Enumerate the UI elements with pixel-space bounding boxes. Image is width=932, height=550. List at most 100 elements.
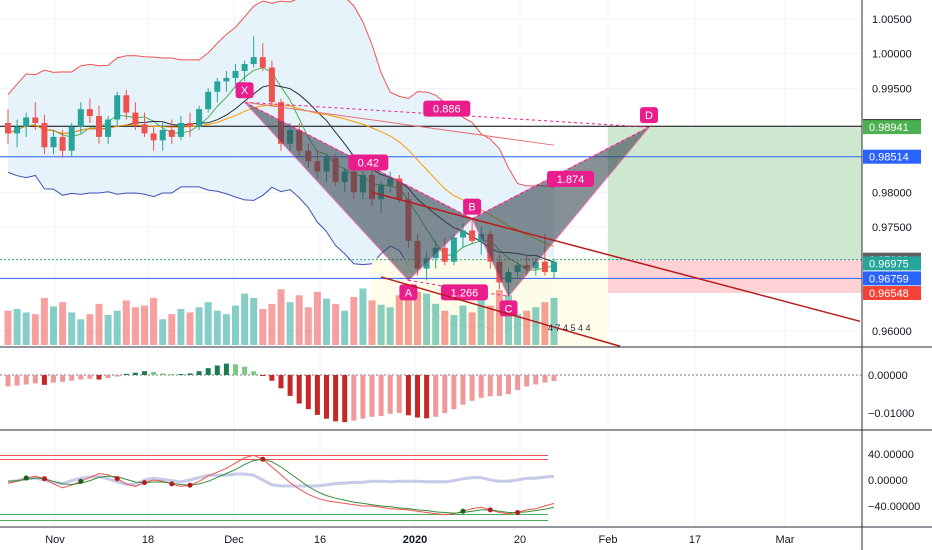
- macd-bar: [533, 375, 539, 385]
- macd-bar: [551, 375, 557, 382]
- volume-bar: [404, 285, 412, 345]
- candle-body: [77, 109, 84, 127]
- time-tick: 17: [689, 534, 701, 546]
- price-label-box: [863, 256, 921, 271]
- pattern-point-box: [640, 107, 658, 124]
- macd-bar: [478, 375, 484, 398]
- trend-line-lower[interactable]: [380, 276, 621, 347]
- candle-body: [223, 77, 230, 82]
- candle-body: [150, 133, 157, 141]
- candle-body: [187, 123, 193, 127]
- pattern-ratio-0-42[interactable]: 0.42: [348, 154, 389, 171]
- price-tick: 0.98000: [872, 187, 912, 199]
- volume-bar: [77, 319, 85, 345]
- volume-bar: [131, 307, 139, 345]
- pattern-ratio-1-874[interactable]: 1.874: [547, 170, 595, 187]
- candle-body: [241, 64, 248, 71]
- time-tick: Mar: [776, 534, 795, 546]
- macd-bar: [305, 375, 311, 410]
- candle-body: [450, 237, 457, 262]
- osc-cross-dot: [78, 478, 84, 484]
- macd-bar: [542, 375, 548, 383]
- pattern-point-d[interactable]: D: [640, 107, 658, 124]
- price-label-text: 0.96759: [869, 273, 909, 285]
- candle-body: [177, 123, 184, 137]
- candle-body: [159, 129, 166, 141]
- pattern-point-x[interactable]: X: [235, 82, 254, 99]
- volume-bar: [213, 310, 221, 345]
- macd-bar: [469, 375, 475, 401]
- volume-bar: [532, 307, 540, 345]
- oscillator-pane: [0, 454, 555, 521]
- macd-axis[interactable]: 0.00000 −0.01000: [868, 370, 914, 420]
- volume-bar: [350, 297, 358, 345]
- volume-bar: [268, 303, 276, 345]
- price-label-096548[interactable]: 0.96548: [863, 286, 921, 301]
- pattern-ratio-box: [440, 284, 488, 301]
- pattern-point-label: B: [468, 202, 475, 214]
- macd-bar: [78, 375, 84, 380]
- macd-bar: [496, 375, 502, 396]
- volume-bar: [541, 302, 549, 345]
- pattern-ratio-label: 0.42: [358, 157, 379, 169]
- macd-bar: [442, 375, 448, 413]
- osc-tick: −40.00000: [868, 501, 920, 513]
- price-label-096975[interactable]: 0.96975: [863, 256, 921, 271]
- volume-bar: [359, 288, 367, 345]
- pattern-ratio-label: 1.874: [557, 174, 585, 186]
- volume-bar: [177, 309, 185, 345]
- price-axis[interactable]: 1.005001.000000.995000.985000.980000.975…: [863, 14, 921, 338]
- price-label-098514[interactable]: 0.98514: [863, 149, 921, 164]
- target-zone[interactable]: [608, 127, 862, 260]
- macd-bar: [342, 375, 348, 423]
- volume-bars: [4, 285, 558, 345]
- pattern-ratio-0-886[interactable]: 0.886: [423, 100, 471, 117]
- pattern-point-b[interactable]: B: [463, 198, 482, 215]
- candle-body: [50, 136, 57, 148]
- volume-bar: [441, 310, 449, 345]
- volume-bar: [514, 314, 522, 345]
- price-label-098941[interactable]: 0.98941: [863, 120, 921, 135]
- pattern-ratio-box: [547, 170, 595, 187]
- macd-bar: [214, 365, 220, 375]
- pattern-point-box: [463, 198, 482, 215]
- volume-bar: [50, 306, 57, 345]
- pattern-ratio-1-266[interactable]: 1.266: [440, 284, 488, 301]
- volume-bar: [423, 293, 431, 345]
- macd-bar: [487, 375, 493, 397]
- volume-bar: [323, 298, 330, 345]
- macd-bar: [515, 375, 521, 391]
- macd-bar: [369, 375, 375, 417]
- candle-body: [86, 109, 93, 117]
- harmonic-pattern[interactable]: X A B C D 0.886 0.42 1.874 1.266: [235, 82, 658, 317]
- volume-bar: [295, 295, 303, 345]
- price-tick: 0.96000: [872, 326, 912, 338]
- price-label-096759[interactable]: 0.96759: [863, 271, 921, 286]
- candle-body: [441, 247, 448, 262]
- volume-bar: [495, 290, 503, 345]
- volume-bar: [550, 297, 558, 345]
- time-tick: 20: [514, 534, 526, 546]
- pattern-ratio-line: [244, 101, 650, 128]
- volume-bar: [468, 312, 476, 345]
- macd-bar: [333, 375, 339, 422]
- volume-bar: [241, 293, 249, 345]
- trend-line-upper[interactable]: [371, 191, 861, 323]
- volume-bar: [68, 312, 76, 345]
- osc-cross-dot: [260, 456, 266, 462]
- pattern-point-a[interactable]: A: [399, 284, 418, 301]
- macd-bar: [23, 375, 29, 385]
- candle-body: [59, 136, 66, 151]
- trend-lines[interactable]: [244, 101, 861, 347]
- macd-bar: [132, 372, 138, 375]
- volume-bar: [40, 297, 48, 345]
- pattern-point-label: A: [405, 287, 413, 299]
- oscillator-axis[interactable]: 40.00000 0.00000 −40.00000: [868, 449, 920, 513]
- volume-bar: [104, 315, 112, 345]
- macd-bar: [396, 375, 402, 413]
- session-counter: 4 7 4 5 4 4: [548, 323, 591, 333]
- price-tick: 0.99500: [872, 83, 912, 95]
- time-axis[interactable]: Nov 18 Dec 16 2020 20 Feb 17 Mar: [45, 534, 795, 546]
- macd-bar: [151, 371, 157, 375]
